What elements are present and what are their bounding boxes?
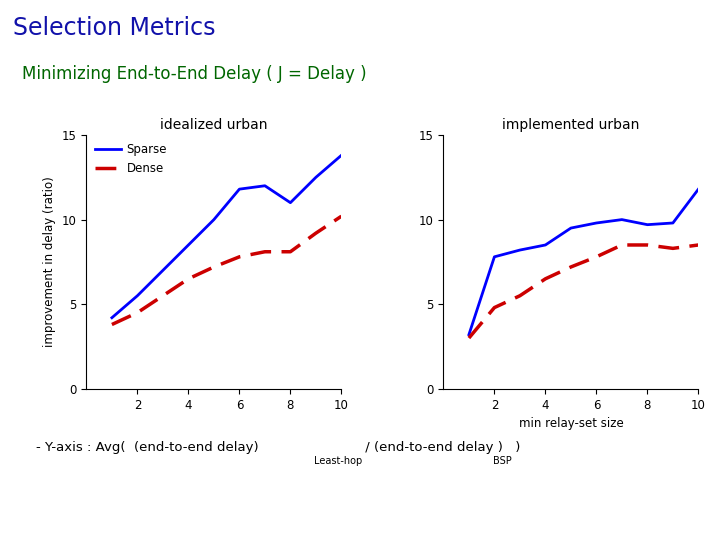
Dense bbox=[184, 275, 193, 282]
Text: ): ) bbox=[511, 441, 521, 454]
Dense bbox=[261, 248, 269, 255]
Sparse bbox=[337, 152, 346, 159]
Text: / (end-to-end delay ): / (end-to-end delay ) bbox=[361, 441, 503, 454]
Sparse bbox=[107, 314, 116, 321]
Sparse bbox=[210, 217, 218, 223]
Dense bbox=[312, 230, 320, 237]
Dense bbox=[210, 264, 218, 270]
Sparse bbox=[261, 183, 269, 189]
Dense bbox=[337, 213, 346, 219]
Dense bbox=[133, 309, 142, 316]
Title: idealized urban: idealized urban bbox=[160, 118, 268, 132]
Sparse bbox=[133, 293, 142, 299]
Sparse bbox=[312, 174, 320, 180]
Line: Sparse: Sparse bbox=[112, 156, 341, 318]
Sparse bbox=[158, 267, 167, 274]
Dense bbox=[107, 321, 116, 328]
Line: Dense: Dense bbox=[112, 216, 341, 325]
Dense bbox=[158, 293, 167, 299]
Text: - Y-axis : Avg(  (end-to-end delay): - Y-axis : Avg( (end-to-end delay) bbox=[36, 441, 258, 454]
Text: BSP: BSP bbox=[493, 456, 512, 467]
Dense bbox=[286, 248, 294, 255]
Y-axis label: improvement in delay (ratio): improvement in delay (ratio) bbox=[43, 177, 56, 347]
Dense bbox=[235, 254, 244, 260]
Sparse bbox=[184, 242, 193, 248]
Text: Minimizing End-to-End Delay ( J = Delay ): Minimizing End-to-End Delay ( J = Delay … bbox=[22, 65, 366, 83]
Sparse bbox=[235, 186, 244, 192]
Text: Selection Metrics: Selection Metrics bbox=[13, 16, 215, 40]
X-axis label: min relay-set size: min relay-set size bbox=[518, 417, 624, 430]
Title: implemented urban: implemented urban bbox=[503, 118, 639, 132]
Sparse bbox=[286, 199, 294, 206]
Legend: Sparse, Dense: Sparse, Dense bbox=[92, 141, 169, 178]
Text: Least-hop: Least-hop bbox=[314, 456, 362, 467]
